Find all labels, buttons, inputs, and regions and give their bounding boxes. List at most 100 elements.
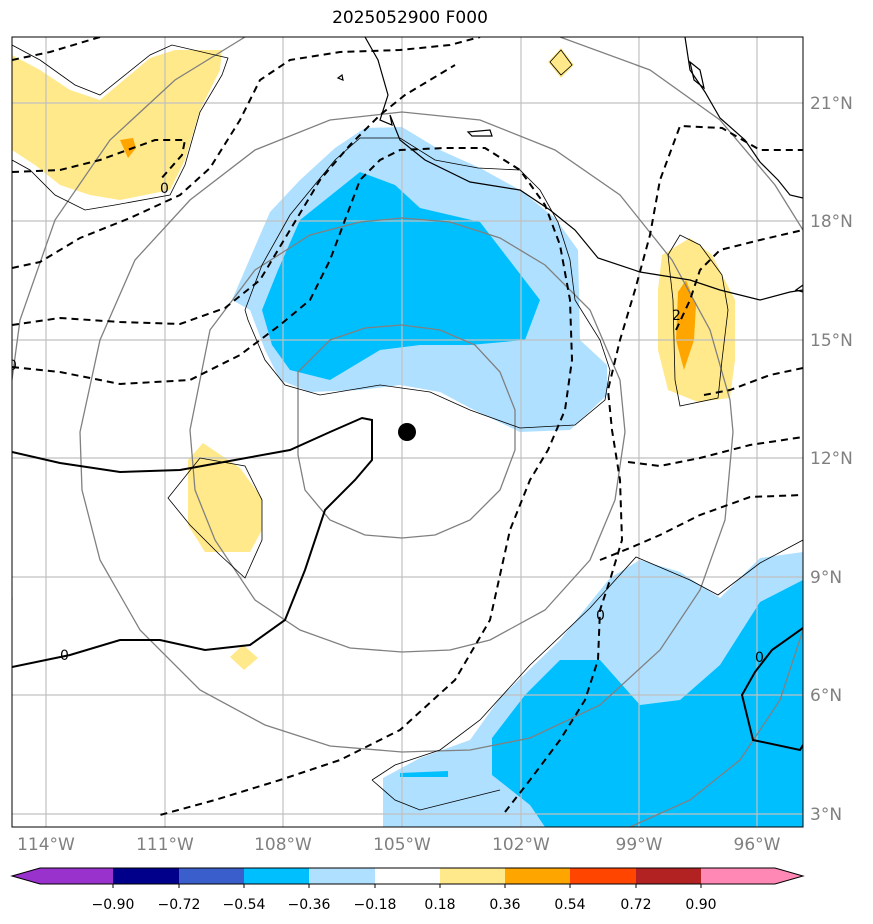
coastline-island [336,73,344,81]
latitude-tick-labels: 21°N 18°N 15°N 12°N 9°N 6°N 3°N [810,94,853,825]
contour-outline [371,539,803,781]
colorbar-tick: 0.90 [685,897,716,913]
map-title: 2025052900 F000 [332,8,488,28]
latitude-tick: 18°N [810,212,853,232]
coastline-gulf [684,37,803,199]
dashed-contour [627,436,803,468]
range-ring [12,37,246,600]
dashed-contour [12,37,101,61]
range-ring [79,111,734,753]
negative-anomaly-core [400,771,448,777]
dashed-contours [12,37,803,816]
solid-contour [740,627,803,752]
latitude-tick: 21°N [810,94,853,114]
contour-label: 0 [755,650,764,666]
colorbar-segment [309,868,375,884]
coastline-island [466,129,493,137]
colorbar-tick: −0.72 [158,897,201,913]
latitude-tick: 9°N [810,568,842,588]
longitude-tick: 102°W [492,835,550,855]
longitude-tick: 111°W [136,835,194,855]
anomaly-contour-outlines [12,44,803,811]
contour-label: 0 [596,608,605,624]
filled-anomaly-layer [12,48,803,827]
positive-anomaly-region [658,238,735,402]
contour-label: 0 [160,181,169,197]
colorbar-segment [179,868,244,884]
longitude-tick: 96°W [734,835,781,855]
longitude-tick-labels: 114°W 111°W 108°W 105°W 102°W 99°W 96°W [17,835,781,855]
dashed-contour [703,367,803,396]
colorbar-tick: 0.72 [620,897,651,913]
colorbar-segment [244,868,309,884]
negative-anomaly-core [492,580,803,827]
contour-label: 0 [60,648,69,664]
colorbar-segment [570,868,636,884]
colorbar-tick: −0.36 [288,897,331,913]
colorbar-tick: −0.54 [223,897,266,913]
colorbar-tick: 0.36 [489,897,520,913]
colorbar-tick: −0.90 [92,897,135,913]
colorbar-segment [113,868,179,884]
colorbar: −0.90 −0.72 −0.54 −0.36 −0.18 0.18 0.36 … [10,867,805,913]
longitude-tick: 108°W [254,835,312,855]
latitude-tick: 12°N [810,449,853,469]
colorbar-tick: 0.18 [424,897,455,913]
contour-outline [244,137,611,429]
colorbar-segment [636,868,701,884]
colorbar-segment [440,868,505,884]
longitude-tick: 99°W [616,835,663,855]
dashed-contour [12,37,481,269]
colorbar-outline [10,867,805,885]
positive-anomaly-core [676,280,696,370]
solid-contour [12,416,373,668]
positive-anomaly-region [12,50,222,200]
colorbar-tick: −0.18 [354,897,397,913]
colorbar-tick: 0.54 [554,897,585,913]
latitude-tick: 6°N [810,686,842,706]
range-rings [12,37,803,827]
positive-anomaly-region [188,443,262,552]
coastline-island [689,60,705,90]
dashed-contour [12,147,574,816]
map-plot-area: 0 0 0 0 2 0 [8,37,803,827]
colorbar-segment [12,868,113,884]
storm-center-marker [398,423,416,441]
contour-outline [167,457,263,579]
colorbar-segments [10,867,805,888]
colorbar-tick-labels: −0.90 −0.72 −0.54 −0.36 −0.18 0.18 0.36 … [92,897,717,913]
contour-outline [371,779,501,811]
positive-anomaly-region [548,48,574,78]
map-frame [11,36,804,828]
dashed-contour [12,139,187,181]
dashed-contour [504,124,803,813]
range-ring [559,37,803,231]
solid-contours [12,416,803,752]
contour-outline [667,234,729,407]
range-ring [189,217,626,653]
range-ring [297,324,516,539]
longitude-tick: 114°W [17,835,75,855]
coastline [336,37,803,301]
dashed-contour [12,64,456,326]
contour-label: 2 [672,308,681,324]
range-ring [629,629,803,827]
coastline-mexico [364,37,803,301]
latitude-tick: 15°N [810,331,853,351]
colorbar-segment [505,868,570,884]
contour-outline [549,49,573,76]
negative-anomaly-core [262,172,540,380]
colorbar-segment [701,868,803,884]
contour-outline [12,44,229,211]
latitude-tick: 3°N [810,805,842,825]
positive-anomaly-region [230,645,258,670]
dashed-contour [599,494,803,561]
dashed-contour [675,229,803,331]
positive-anomaly-core [120,138,136,158]
contour-label: 0 [8,358,17,374]
coastline-island [794,284,803,293]
contour-labels: 0 0 0 0 2 0 [8,181,764,666]
longitude-tick: 105°W [373,835,431,855]
colorbar-segment [375,868,440,884]
